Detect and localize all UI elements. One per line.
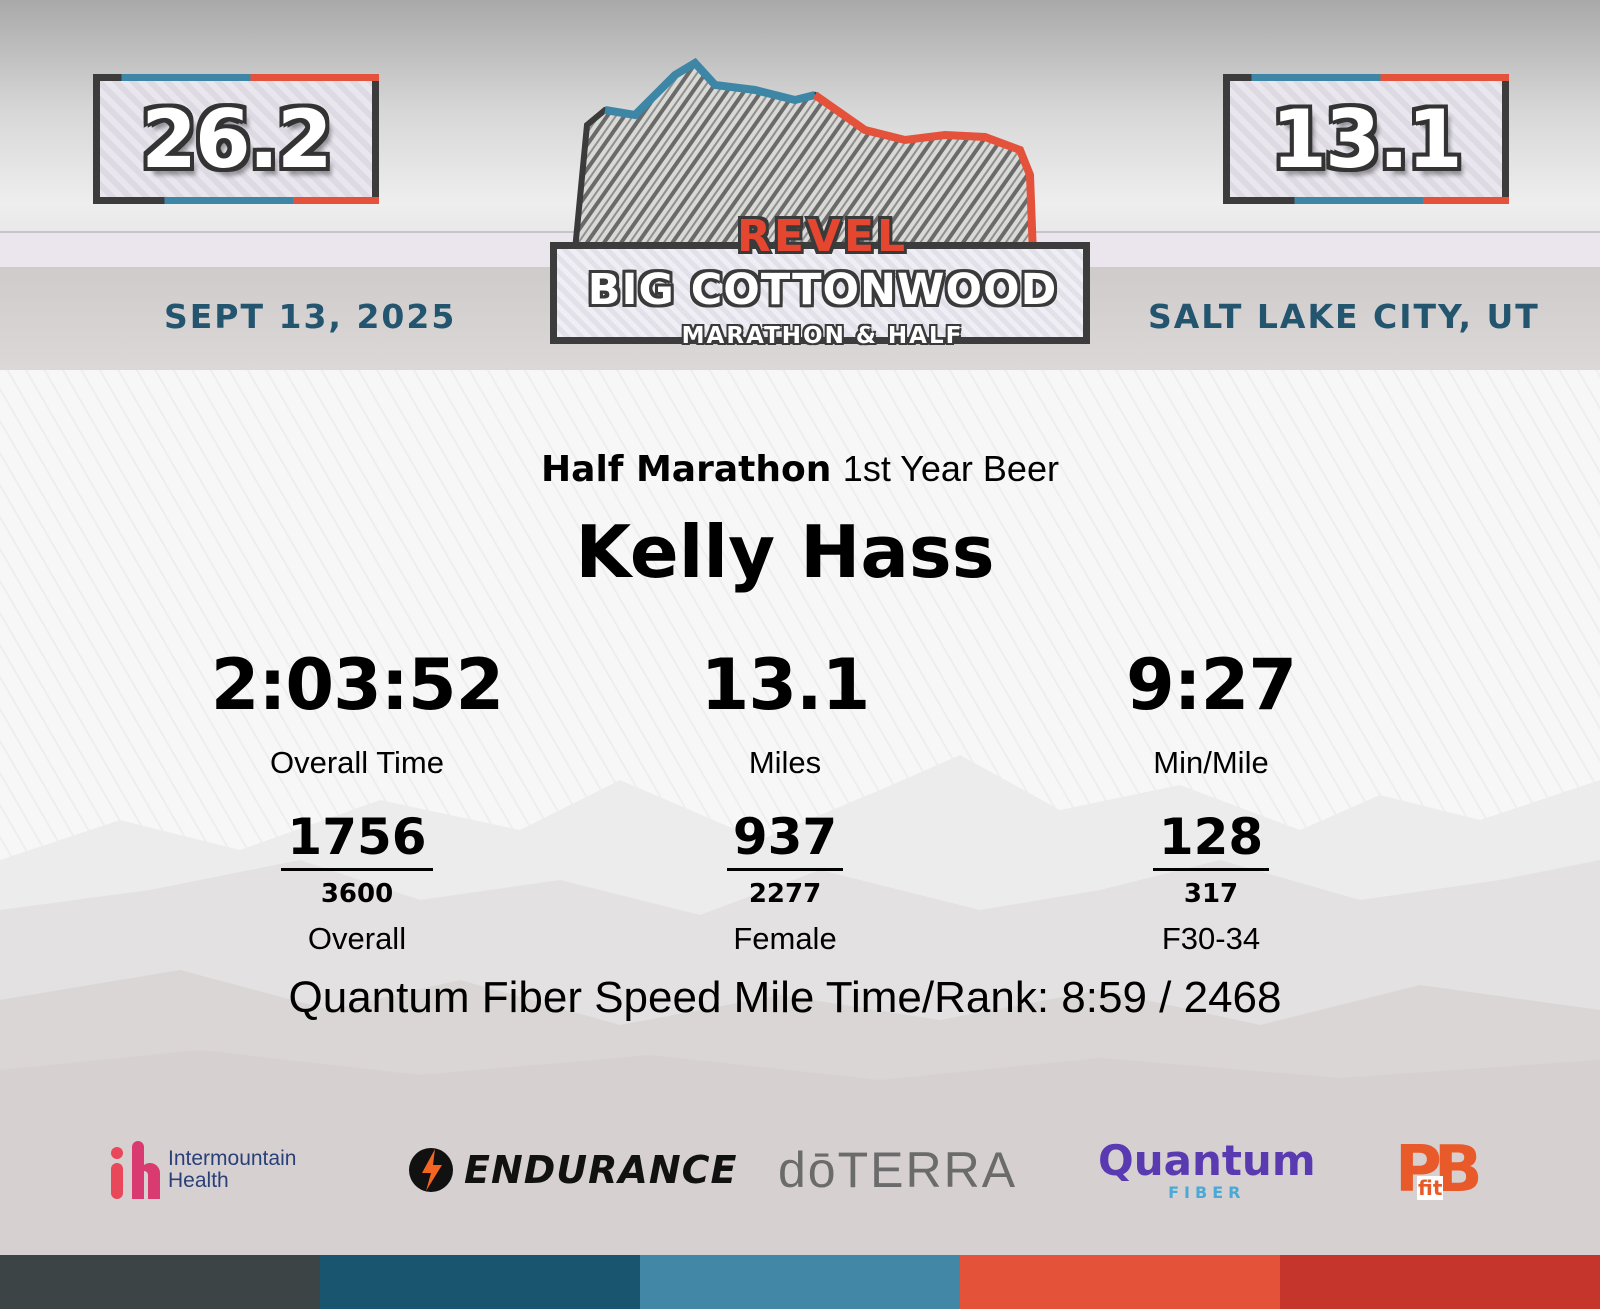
logo-plate xyxy=(550,242,1090,344)
sponsor-intermountain: Intermountain Health xyxy=(108,1120,296,1220)
fiber-text: FIBER xyxy=(1168,1182,1246,1202)
mountain-peak-icon xyxy=(571,57,1037,259)
rank-total: 3600 xyxy=(320,879,394,909)
footer-color-bar xyxy=(0,1255,1600,1309)
race-type: Half Marathon xyxy=(541,449,832,490)
stat-miles: 13.1 Miles xyxy=(575,645,995,781)
sponsor-row: Intermountain Health ENDURANCE dōTERRA Q… xyxy=(0,1120,1600,1220)
mountain-background xyxy=(0,755,1600,1255)
footer-segment xyxy=(320,1255,640,1309)
logo-event-name: BIG COTTONWOOD xyxy=(587,265,1058,315)
rank-place: 1756 xyxy=(281,808,433,871)
rank-label: F30-34 xyxy=(1161,921,1261,956)
footer-segment xyxy=(1280,1255,1600,1309)
marathon-distance: 26.2 xyxy=(141,92,332,186)
race-location: SALT LAKE CITY, UT xyxy=(1148,297,1540,336)
half-distance: 13.1 xyxy=(1271,92,1462,186)
sponsor-doterra: dōTERRA xyxy=(778,1120,1017,1220)
runner-name: Kelly Hass xyxy=(575,510,995,594)
rank-age-group: 128 317 F30-34 xyxy=(1001,808,1421,957)
rank-label: Overall xyxy=(307,921,407,956)
stat-label: Min/Mile xyxy=(1153,745,1269,780)
gatorade-bolt-icon xyxy=(409,1148,453,1192)
intermountain-line2: Health xyxy=(168,1169,229,1192)
rank-gender: 937 2277 Female xyxy=(575,808,995,957)
rank-total: 317 xyxy=(1183,879,1239,909)
footer-segment xyxy=(0,1255,320,1309)
sponsor-pbfit: PB fit xyxy=(1395,1120,1487,1220)
stat-overall-time: 2:03:52 Overall Time xyxy=(147,645,567,781)
rank-place: 937 xyxy=(726,808,844,871)
stat-value: 13.1 xyxy=(700,644,871,726)
intermountain-logo-icon xyxy=(111,1141,160,1199)
race-note: 1st Year Beer xyxy=(842,448,1059,489)
race-date: SEPT 13, 2025 xyxy=(164,297,457,336)
rank-overall: 1756 3600 Overall xyxy=(147,808,567,957)
gatorade-text: ENDURANCE xyxy=(464,1148,738,1192)
stat-label: Overall Time xyxy=(270,745,444,780)
footer-segment xyxy=(960,1255,1280,1309)
rank-label: Female xyxy=(733,921,837,956)
race-info: Half Marathon 1st Year Beer xyxy=(0,448,1600,490)
half-distance-badge: 13.1 xyxy=(1223,74,1509,204)
stat-label: Miles xyxy=(748,745,822,780)
footer-segment xyxy=(640,1255,960,1309)
marathon-distance-badge: 26.2 xyxy=(93,74,379,204)
stat-pace: 9:27 Min/Mile xyxy=(1001,645,1421,781)
race-logo: REVEL BIG COTTONWOOD MARATHON & HALF xyxy=(545,55,1100,355)
sponsor-gatorade-endurance: ENDURANCE xyxy=(408,1120,737,1220)
rank-place: 128 xyxy=(1152,808,1270,871)
sponsor-quantum-fiber: Quantum FIBER xyxy=(1098,1120,1316,1220)
rank-total: 2277 xyxy=(748,879,822,909)
intermountain-line1: Intermountain xyxy=(168,1147,297,1170)
logo-revel: REVEL xyxy=(736,211,909,262)
stat-value: 9:27 xyxy=(1125,644,1297,726)
quantum-text: Quantum xyxy=(1098,1135,1316,1185)
doterra-text: dōTERRA xyxy=(778,1142,1018,1198)
logo-subtitle: MARATHON & HALF xyxy=(681,323,964,349)
pbfit-sub: fit xyxy=(1417,1176,1444,1200)
speed-mile-result: Quantum Fiber Speed Mile Time/Rank: 8:59… xyxy=(288,973,1282,1022)
stat-value: 2:03:52 xyxy=(210,644,505,726)
